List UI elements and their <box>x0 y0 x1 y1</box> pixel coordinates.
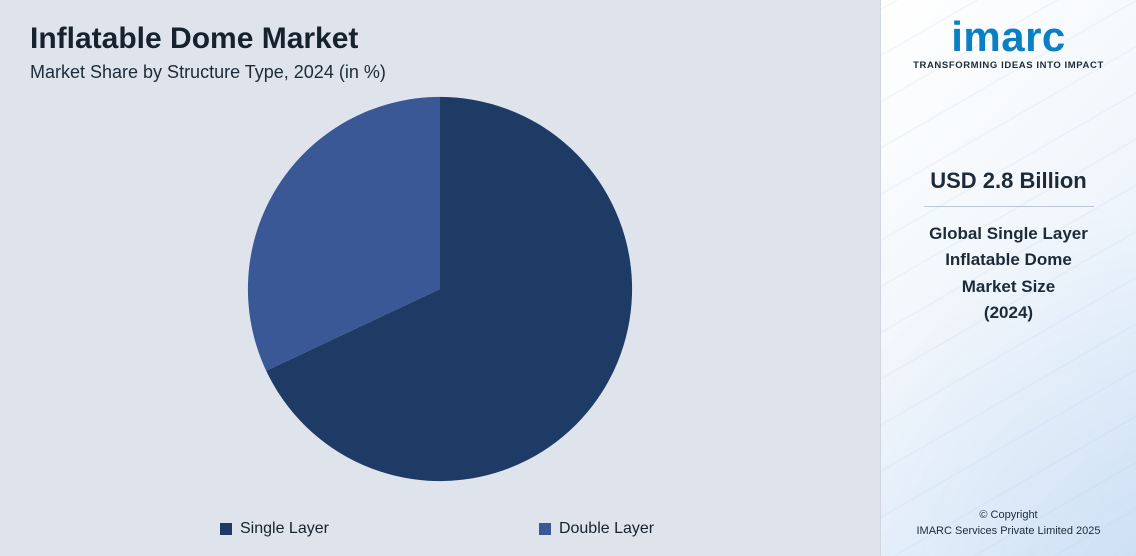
stat-desc-line: Market Size <box>962 277 1056 296</box>
pie-chart-container <box>30 93 850 485</box>
stat-desc-line: Inflatable Dome <box>945 250 1072 269</box>
copyright-block: © Copyright IMARC Services Private Limit… <box>881 508 1136 540</box>
stat-desc-line: (2024) <box>984 303 1033 322</box>
legend-swatch-icon <box>220 523 232 535</box>
brand-tagline: TRANSFORMING IDEAS INTO IMPACT <box>881 60 1136 71</box>
chart-subtitle: Market Share by Structure Type, 2024 (in… <box>30 62 850 83</box>
divider-icon <box>924 206 1094 207</box>
stat-description: Global Single Layer Inflatable Dome Mark… <box>897 221 1120 326</box>
pie-chart <box>244 93 636 485</box>
copyright-line: © Copyright <box>979 509 1037 521</box>
legend-label: Single Layer <box>240 520 329 538</box>
legend-item-double-layer: Double Layer <box>539 520 654 538</box>
sidebar-panel: imarc TRANSFORMING IDEAS INTO IMPACT USD… <box>880 0 1136 556</box>
legend-label: Double Layer <box>559 520 654 538</box>
legend-swatch-icon <box>539 523 551 535</box>
brand-logo-text: imarc <box>881 16 1136 58</box>
stat-value: USD 2.8 Billion <box>897 168 1120 194</box>
infographic-root: Inflatable Dome Market Market Share by S… <box>0 0 1136 556</box>
chart-panel: Inflatable Dome Market Market Share by S… <box>0 0 880 556</box>
brand-logo-block: imarc TRANSFORMING IDEAS INTO IMPACT <box>881 16 1136 71</box>
chart-legend: Single Layer Double Layer <box>0 520 880 538</box>
brand-logo-word: imarc <box>951 13 1066 60</box>
legend-item-single-layer: Single Layer <box>220 520 329 538</box>
chart-title: Inflatable Dome Market <box>30 22 850 56</box>
stat-block: USD 2.8 Billion Global Single Layer Infl… <box>881 168 1136 326</box>
copyright-line: IMARC Services Private Limited 2025 <box>916 525 1100 537</box>
stat-desc-line: Global Single Layer <box>929 224 1088 243</box>
